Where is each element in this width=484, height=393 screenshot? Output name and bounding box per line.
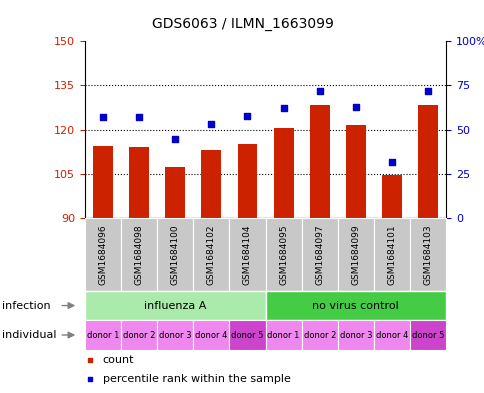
Bar [345,125,365,218]
Point [424,88,431,94]
Bar [417,105,437,218]
Bar [337,320,373,350]
Text: infection: infection [2,301,51,310]
Text: donor 5: donor 5 [411,331,443,340]
Text: no virus control: no virus control [312,301,398,310]
Point [207,121,215,127]
Point [315,88,323,94]
Bar [265,218,301,291]
Text: GSM1684100: GSM1684100 [170,224,180,285]
Text: GSM1684101: GSM1684101 [387,224,396,285]
Bar [157,218,193,291]
Bar [373,320,409,350]
Bar [129,147,149,218]
Text: individual: individual [2,330,57,340]
Bar [265,320,301,350]
Point [387,158,395,165]
Text: donor 1: donor 1 [267,331,299,340]
Bar [373,218,409,291]
Bar [85,320,121,350]
Bar [193,320,229,350]
Bar [409,320,445,350]
Text: donor 4: donor 4 [195,331,227,340]
Bar [165,167,185,218]
Bar [381,175,401,218]
Text: GSM1684104: GSM1684104 [242,224,252,285]
Bar [409,218,445,291]
Text: GSM1684099: GSM1684099 [350,224,360,285]
Text: percentile rank within the sample: percentile rank within the sample [103,374,290,384]
Text: GSM1684096: GSM1684096 [98,224,107,285]
Text: donor 2: donor 2 [303,331,335,340]
Text: donor 4: donor 4 [375,331,408,340]
Text: GSM1684095: GSM1684095 [278,224,287,285]
Bar [273,128,293,218]
Bar [337,218,373,291]
Point [171,135,179,142]
Text: donor 3: donor 3 [339,331,371,340]
Text: count: count [103,354,134,365]
Bar [93,146,113,218]
Text: GDS6063 / ILMN_1663099: GDS6063 / ILMN_1663099 [151,17,333,31]
Point [253,277,261,283]
Bar [121,320,157,350]
Bar [301,320,337,350]
Bar [301,218,337,291]
Point [351,103,359,110]
Point [279,105,287,112]
Point [99,114,106,120]
Bar [85,218,121,291]
Text: donor 5: donor 5 [231,331,263,340]
Text: donor 2: donor 2 [122,331,155,340]
Text: donor 1: donor 1 [87,331,119,340]
Bar [229,320,265,350]
Bar [193,218,229,291]
Bar [157,320,193,350]
Text: GSM1684098: GSM1684098 [134,224,143,285]
Text: GSM1684103: GSM1684103 [423,224,432,285]
Text: GSM1684097: GSM1684097 [315,224,324,285]
Text: donor 3: donor 3 [159,331,191,340]
Bar [237,144,257,218]
Bar [309,105,329,218]
Text: GSM1684102: GSM1684102 [206,224,215,285]
Point [243,112,251,119]
Bar [229,218,265,291]
Bar [201,150,221,218]
Bar [85,291,265,320]
Point [135,114,143,120]
Point [253,98,261,105]
Bar [265,291,445,320]
Text: influenza A: influenza A [144,301,206,310]
Bar [121,218,157,291]
